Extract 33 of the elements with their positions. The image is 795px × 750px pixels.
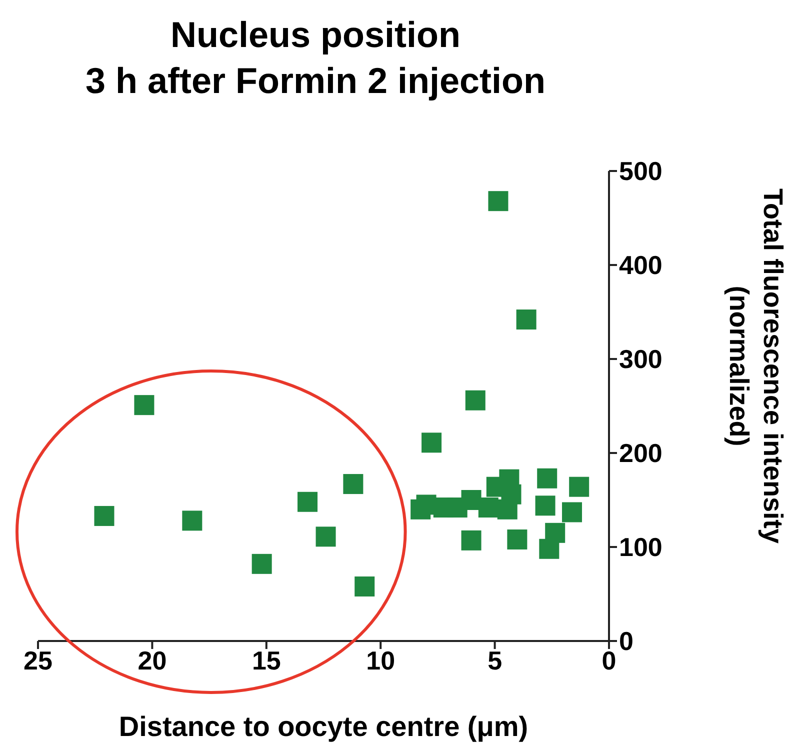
point <box>465 390 486 410</box>
point <box>539 538 560 559</box>
x-tick-label: 5 <box>488 645 502 676</box>
point <box>569 476 590 497</box>
x-tick-label: 15 <box>252 645 281 676</box>
point <box>298 492 318 512</box>
y-tick-label: 500 <box>619 156 662 186</box>
point <box>507 529 528 550</box>
point <box>252 554 272 574</box>
x-tick-label: 20 <box>138 645 167 676</box>
point <box>562 502 582 522</box>
y-axis-title: Total fluorescence intensity (normalized) <box>724 188 788 544</box>
y-tick-label: 200 <box>619 438 662 468</box>
point <box>422 432 442 453</box>
point <box>354 576 375 596</box>
point <box>316 526 336 547</box>
x-axis-title: Distance to oocyte centre (μm) <box>118 711 528 742</box>
point <box>461 530 482 550</box>
x-tick-label: 25 <box>24 645 52 676</box>
point <box>94 506 114 526</box>
y-tick-label: 300 <box>619 344 662 374</box>
point <box>182 510 202 531</box>
y-tick-label: 400 <box>619 250 662 280</box>
point <box>343 474 364 494</box>
point <box>488 191 508 212</box>
point <box>516 310 536 330</box>
point <box>535 496 556 516</box>
point <box>134 395 154 416</box>
point <box>537 468 558 488</box>
chart-title: Nucleus position 3 h after Formin 2 injection <box>84 13 547 103</box>
y-tick-label: 100 <box>619 532 662 562</box>
y-tick-label: 0 <box>619 626 634 656</box>
x-tick-label: 10 <box>366 645 396 676</box>
